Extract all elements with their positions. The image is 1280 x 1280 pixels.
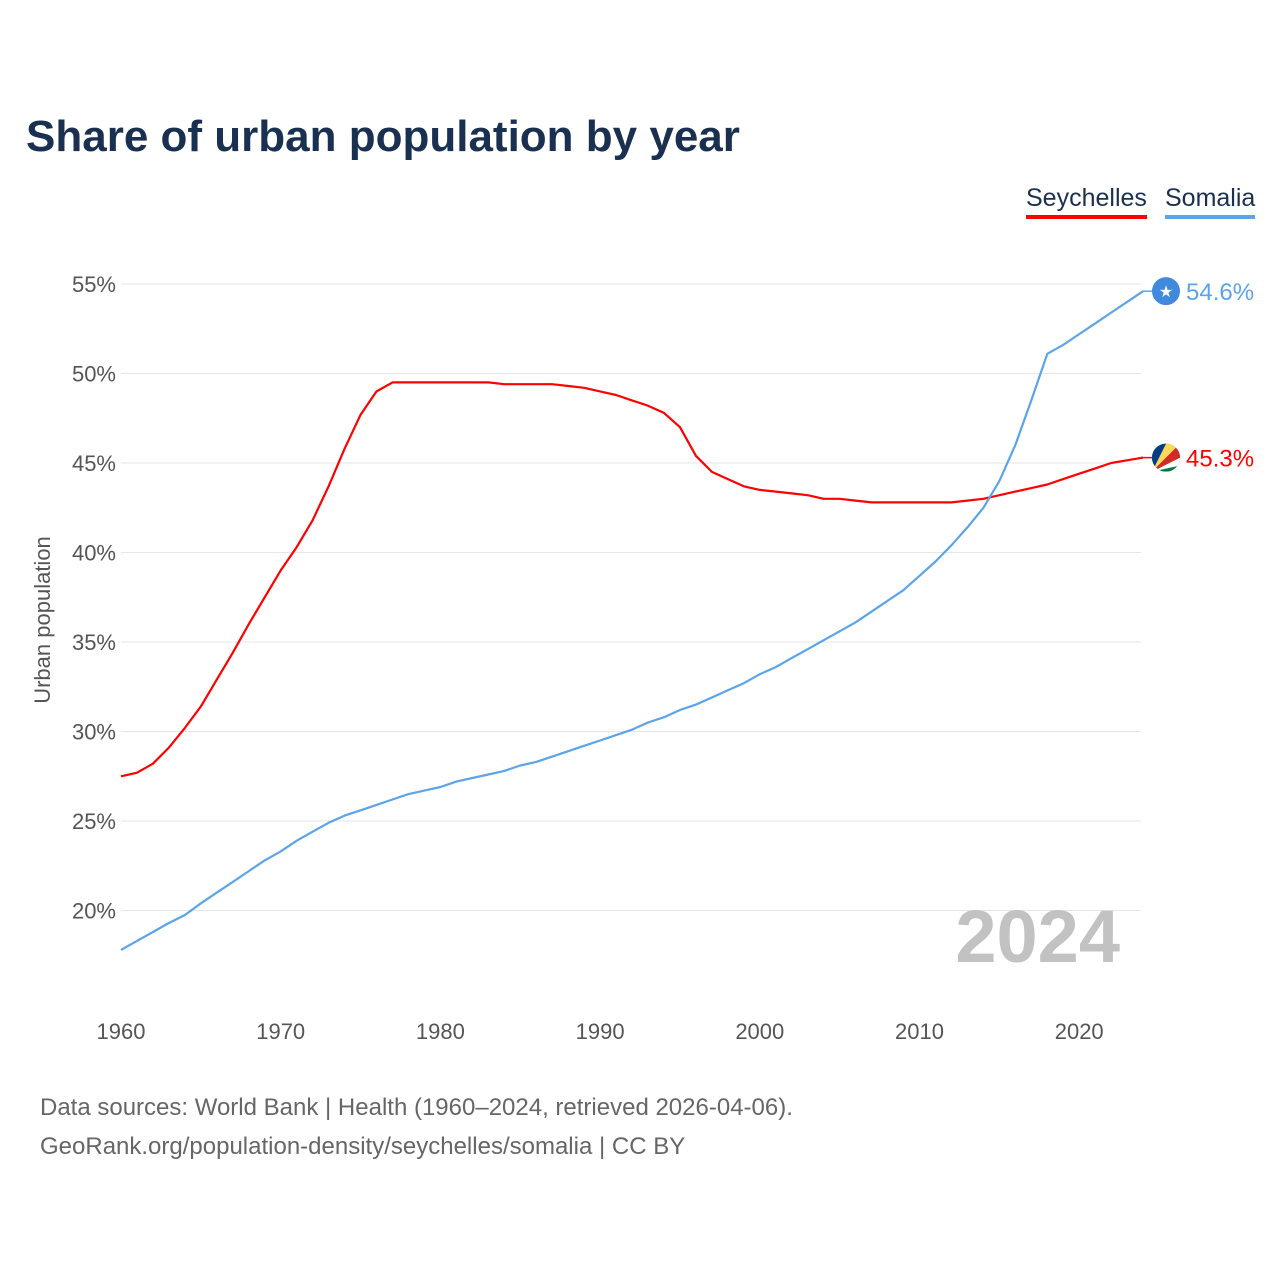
- footer: Data sources: World Bank | Health (1960–…: [40, 1088, 793, 1166]
- seychelles-flag-icon: [1152, 443, 1180, 472]
- end-value-label: 45.3%: [1186, 446, 1254, 473]
- x-tick-label: 1960: [97, 1019, 146, 1044]
- y-tick-label: 35%: [72, 630, 116, 655]
- y-tick-label: 40%: [72, 541, 116, 566]
- somalia-flag-icon: ★: [1152, 277, 1180, 306]
- x-tick-label: 2010: [895, 1019, 944, 1044]
- chart-title: Share of urban population by year: [26, 112, 740, 161]
- y-axis-label: Urban population: [30, 536, 55, 704]
- footer-sources: Data sources: World Bank | Health (1960–…: [40, 1094, 793, 1121]
- x-tick-label: 1980: [416, 1019, 465, 1044]
- x-tick-label: 2000: [735, 1019, 784, 1044]
- legend-seychelles[interactable]: Seychelles: [1026, 184, 1147, 219]
- series-line-seychelles: [120, 381, 1144, 778]
- y-tick-label: 55%: [72, 272, 116, 297]
- y-tick-label: 45%: [72, 451, 116, 476]
- y-tick-label: 25%: [72, 809, 116, 834]
- series-line-somalia: [120, 290, 1144, 951]
- y-tick-label: 20%: [72, 899, 116, 924]
- x-tick-label: 1970: [256, 1019, 305, 1044]
- y-tick-label: 30%: [72, 720, 116, 745]
- end-value-label: 54.6%: [1186, 279, 1254, 306]
- year-watermark: 2024: [955, 895, 1120, 978]
- svg-text:★: ★: [1159, 284, 1173, 301]
- x-tick-label: 1990: [576, 1019, 625, 1044]
- footer-link[interactable]: GeoRank.org/population-density/seychelle…: [40, 1133, 686, 1160]
- y-tick-label: 50%: [72, 362, 116, 387]
- x-tick-label: 2020: [1055, 1019, 1104, 1044]
- legend-somalia[interactable]: Somalia: [1165, 184, 1256, 219]
